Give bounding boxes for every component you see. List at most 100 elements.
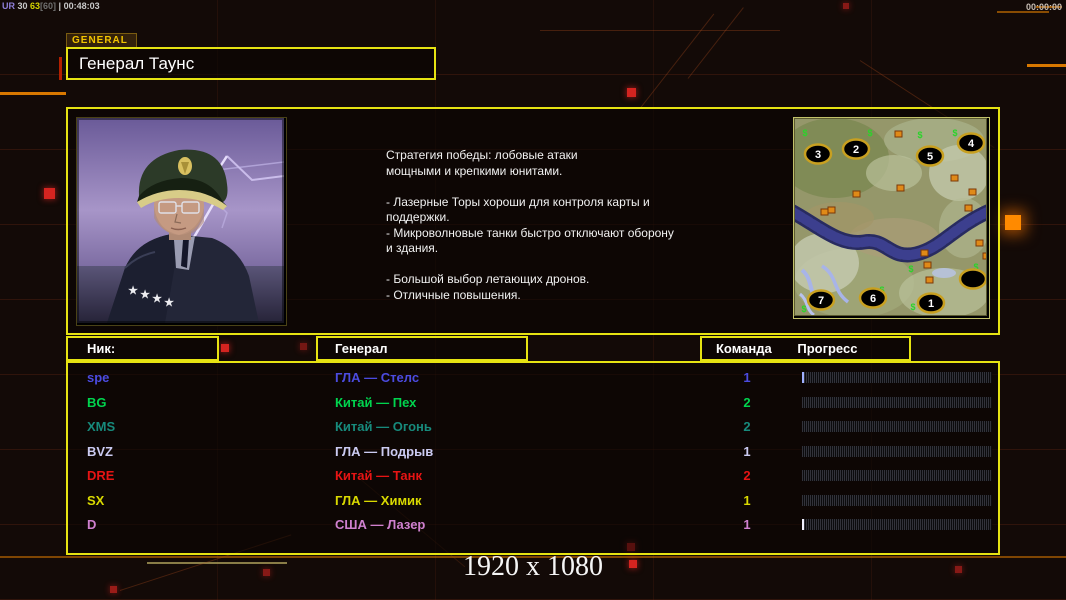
player-team: 1 xyxy=(743,370,751,385)
start-position-marker xyxy=(803,143,833,165)
supply-dock-icon: $ xyxy=(952,128,957,138)
player-nick: D xyxy=(87,517,97,532)
supply-crate-icon xyxy=(896,184,905,192)
resolution-text: 1920 x 1080 xyxy=(463,551,603,582)
supply-dock-icon: $ xyxy=(802,128,807,138)
decor-red-square xyxy=(44,188,55,199)
status-segment: | 00:48:03 xyxy=(56,1,100,11)
decor-red-bar xyxy=(59,57,62,80)
general-title: Генерал Таунс xyxy=(79,54,195,73)
player-general: ГЛА — Подрыв xyxy=(335,443,434,459)
player-nick: SX xyxy=(87,492,105,508)
decor-red-square xyxy=(627,88,636,97)
svg-text:★: ★ xyxy=(128,285,138,297)
decor-tan-line xyxy=(147,562,287,564)
start-position-marker xyxy=(958,268,988,290)
player-row: XMS Китай — Огонь 2 xyxy=(68,415,998,440)
general-portrait: ★ ★ ★ ★ xyxy=(76,117,287,326)
status-left: UR 30 63[60] | 00:48:03 xyxy=(2,1,100,11)
supply-crate-icon xyxy=(968,188,977,196)
decor-orange-line xyxy=(1036,6,1062,8)
player-row: DRE Китай — Танк 2 xyxy=(68,464,998,489)
player-team: 1 xyxy=(743,443,751,459)
supply-crate-icon xyxy=(950,174,959,182)
svg-text:★: ★ xyxy=(164,297,174,309)
player-nick: BG xyxy=(87,394,107,410)
start-position-number: 3 xyxy=(815,149,821,161)
supply-dock-icon: $ xyxy=(801,304,806,314)
progress-bar xyxy=(802,372,992,383)
progress-bar xyxy=(802,470,992,481)
player-row: spe ГЛА — Стелс 1 xyxy=(68,366,998,391)
player-nick: DRE xyxy=(87,468,115,483)
decor-red-square xyxy=(263,569,270,576)
player-general: ГЛА — Химик xyxy=(335,492,422,508)
start-position-marker xyxy=(841,138,871,160)
general-title-box: Генерал Таунс xyxy=(66,47,436,80)
decor-red-square xyxy=(221,344,229,352)
player-general: Китай — Танк xyxy=(335,468,422,483)
start-position-number: 5 xyxy=(927,151,933,163)
start-position-number: 4 xyxy=(968,138,975,150)
progress-tick xyxy=(802,519,804,530)
supply-dock-icon: $ xyxy=(973,262,978,272)
decor-red-square xyxy=(300,343,307,350)
minimap-markers: 3 2 5 4 7 6 1 xyxy=(803,132,988,314)
player-nick: spe xyxy=(87,370,110,385)
progress-tick xyxy=(802,372,804,383)
player-row: BVZ ГЛА — Подрыв 1 xyxy=(68,440,998,465)
decor-red-square xyxy=(629,560,637,568)
supply-crate-icon xyxy=(925,276,934,284)
start-position-number: 7 xyxy=(818,295,824,307)
player-team: 1 xyxy=(743,517,751,532)
status-segment: [60] xyxy=(40,1,57,11)
header-nick: Ник: xyxy=(87,341,116,356)
header-general: Генерал xyxy=(335,341,388,356)
player-nick: XMS xyxy=(87,419,116,434)
progress-bar xyxy=(802,494,992,506)
svg-text:★: ★ xyxy=(140,289,150,301)
progress-bar xyxy=(802,445,992,457)
decor-orange-line xyxy=(997,11,1049,13)
decor-red-square xyxy=(955,566,962,573)
start-position-number: 2 xyxy=(853,144,859,156)
player-rows: spe ГЛА — Стелс 1 BG Китай — Пех 2 XMS К… xyxy=(68,366,998,538)
header-general-box: Генерал xyxy=(316,336,528,361)
player-general: США — Лазер xyxy=(335,517,426,532)
decor-red-square xyxy=(843,3,849,9)
start-position-marker xyxy=(915,145,945,167)
player-team: 2 xyxy=(743,419,751,434)
decor-orange-line xyxy=(0,556,1066,558)
header-team: Команда xyxy=(716,341,772,356)
supply-crate-icon xyxy=(964,204,973,212)
decor-orange-square xyxy=(1005,215,1021,230)
player-row: BG Китай — Пех 2 xyxy=(68,391,998,416)
status-segment: UR xyxy=(2,1,18,11)
supply-crate-icon xyxy=(920,249,929,257)
progress-bar xyxy=(802,519,992,530)
supply-crate-icon xyxy=(852,190,861,198)
player-general: Китай — Огонь xyxy=(335,419,432,434)
start-position-number: 1 xyxy=(928,298,934,310)
player-team: 1 xyxy=(743,492,751,508)
supply-crate-icon xyxy=(923,261,932,269)
start-position-number: 6 xyxy=(870,293,876,305)
player-row: D США — Лазер 1 xyxy=(68,513,998,538)
svg-text:★: ★ xyxy=(152,293,162,305)
supply-crate-icon xyxy=(894,130,903,138)
supply-dock-icon: $ xyxy=(908,264,913,274)
start-position-marker xyxy=(806,289,836,311)
start-position-marker xyxy=(916,292,946,314)
status-segment: 30 xyxy=(17,1,31,11)
supply-crate-icon xyxy=(820,208,829,216)
decor-orange-line xyxy=(1027,64,1066,67)
strategy-text: Стратегия победы: лобовые атаки мощными … xyxy=(386,148,674,302)
status-segment: 63 xyxy=(30,1,41,11)
supply-dock-icon: $ xyxy=(910,302,915,312)
header-team-progress-box: Команда Прогресс xyxy=(700,336,911,361)
player-team: 2 xyxy=(743,394,751,410)
player-team: 2 xyxy=(743,468,751,483)
header-nick-box: Ник: xyxy=(66,336,219,361)
